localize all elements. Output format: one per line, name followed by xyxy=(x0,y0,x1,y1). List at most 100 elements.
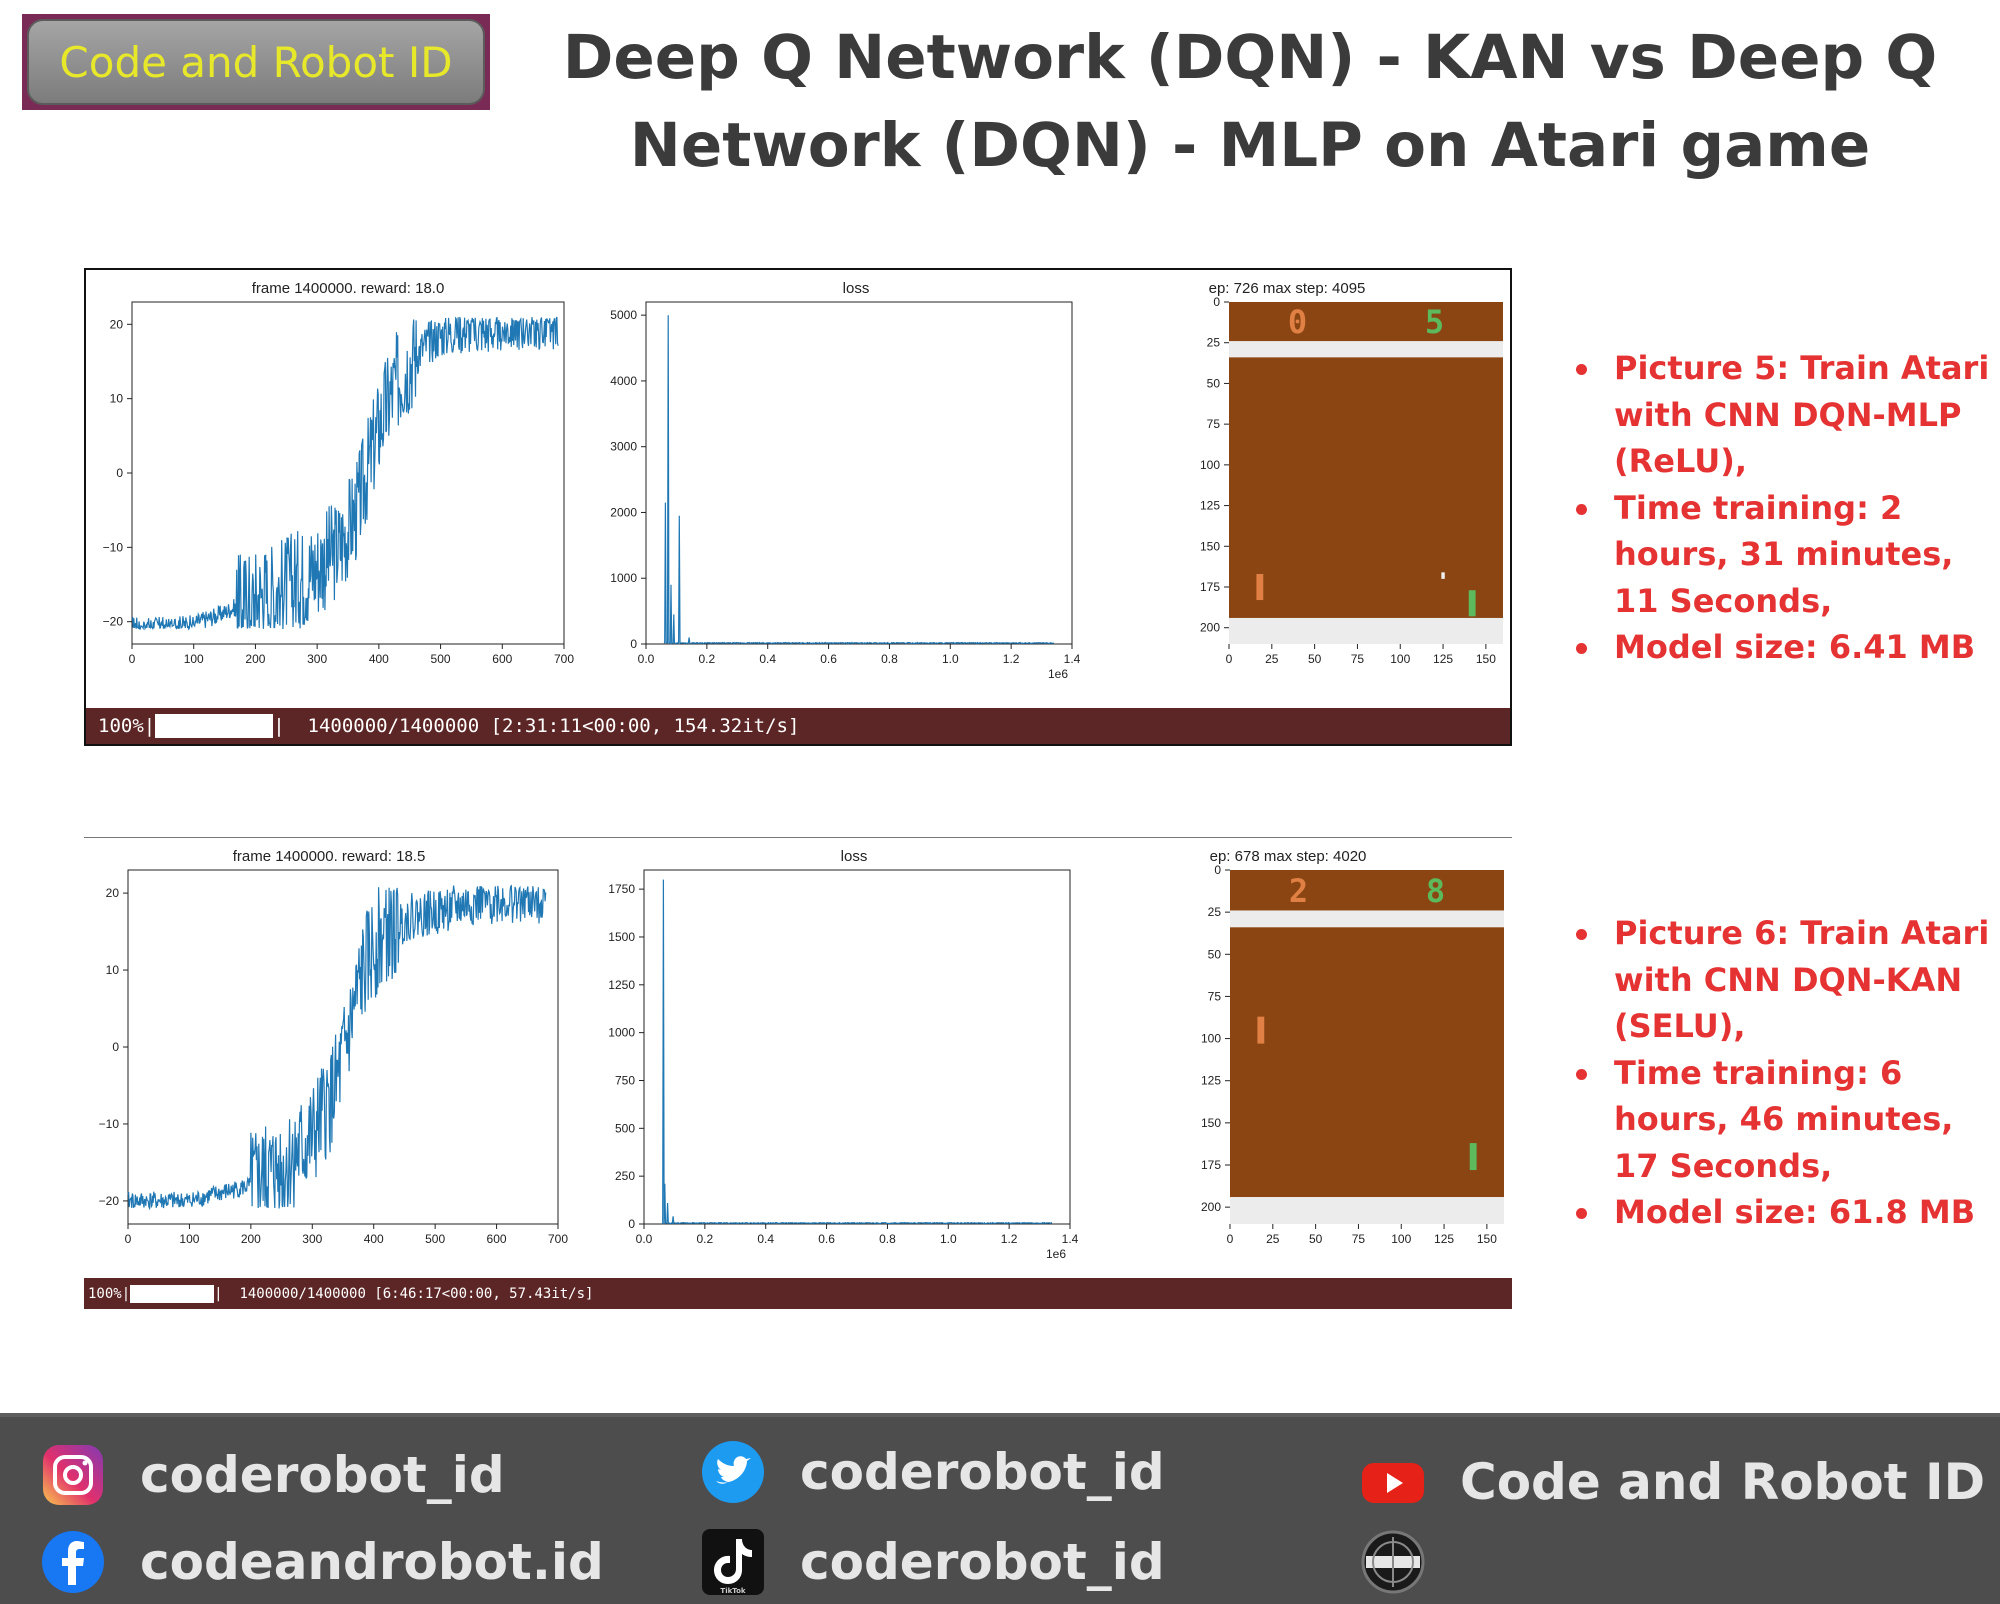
y-tick-label: 175 xyxy=(1200,580,1220,594)
x-tick-label: 400 xyxy=(369,652,389,666)
x-tick-label: 0.8 xyxy=(881,652,898,666)
x-tick-label: 1.0 xyxy=(940,1232,957,1246)
x-tick-label: 300 xyxy=(302,1232,322,1246)
note-item: Time training: 6 hours, 46 minutes, 17 S… xyxy=(1574,1050,2000,1190)
training-screenshot-kan: frame 1400000. reward: 18.5 0 100 200 300 40… xyxy=(84,837,1512,1309)
brand-logo: Code and Robot ID xyxy=(22,14,490,110)
reward-chart-title: frame 1400000. reward: 18.5 xyxy=(233,848,426,865)
x-tick-label: 75 xyxy=(1352,1232,1366,1246)
brand-logo-text: Code and Robot ID xyxy=(27,19,485,105)
y-tick-label: −20 xyxy=(103,615,124,629)
y-tick-label: 200 xyxy=(1201,1200,1221,1214)
social-facebook[interactable]: codeandrobot.id xyxy=(40,1529,604,1595)
globe-badge-icon xyxy=(1360,1529,1426,1595)
x-tick-label: 300 xyxy=(307,652,327,666)
facebook-icon xyxy=(40,1529,106,1595)
youtube-icon xyxy=(1360,1449,1426,1515)
y-tick-label: 75 xyxy=(1208,989,1222,1003)
x-tick-label: 125 xyxy=(1433,652,1453,666)
y-tick-label: 5000 xyxy=(610,308,637,322)
x-tick-label: 0.4 xyxy=(759,652,776,666)
plot-frame xyxy=(127,869,559,1225)
social-instagram[interactable]: coderobot_id xyxy=(40,1442,505,1508)
y-tick-label: 10 xyxy=(110,392,124,406)
progress-bar-edge: | xyxy=(214,1285,240,1302)
notes-list-kan: Picture 6: Train Atari with CNN DQN-KAN … xyxy=(1574,910,2000,1236)
left-score: 0 xyxy=(1288,303,1307,341)
y-tick-label: 150 xyxy=(1200,539,1220,553)
x-tick-label: 25 xyxy=(1265,652,1279,666)
facebook-handle: codeandrobot.id xyxy=(140,1533,604,1591)
y-tick-label: 1000 xyxy=(608,1026,635,1040)
x-tick-label: 150 xyxy=(1477,1232,1497,1246)
instagram-handle: coderobot_id xyxy=(140,1446,505,1504)
x-tick-label: 0 xyxy=(129,652,136,666)
y-tick-label: 50 xyxy=(1207,376,1221,390)
y-tick-label: 25 xyxy=(1208,905,1222,919)
y-tick-label: 75 xyxy=(1207,417,1221,431)
note-item: Model size: 6.41 MB xyxy=(1574,624,2000,671)
x-tick-label: 0.4 xyxy=(757,1232,774,1246)
y-tick-label: 500 xyxy=(615,1121,635,1135)
y-tick-label: 1750 xyxy=(608,882,635,896)
social-tiktok[interactable]: TikTok coderobot_id xyxy=(700,1529,1165,1595)
tiktok-icon: TikTok xyxy=(700,1529,766,1595)
y-tick-label: −10 xyxy=(99,1117,120,1131)
y-tick-label: 750 xyxy=(615,1073,635,1087)
twitter-icon xyxy=(700,1439,766,1505)
x-tick-label: 0 xyxy=(1226,652,1233,666)
x-tick-label: 200 xyxy=(241,1232,261,1246)
note-item: Model size: 61.8 MB xyxy=(1574,1189,2000,1236)
right-paddle xyxy=(1468,590,1476,617)
notes-list-mlp: Picture 5: Train Atari with CNN DQN-MLP … xyxy=(1574,345,2000,671)
x-tick-label: 0.0 xyxy=(638,652,655,666)
x-tick-label: 0.8 xyxy=(879,1232,896,1246)
progress-percent: 100% xyxy=(98,715,144,737)
ball xyxy=(1441,572,1445,579)
y-tick-label: 125 xyxy=(1201,1074,1221,1088)
youtube-channel: Code and Robot ID xyxy=(1460,1453,1986,1511)
progress-bar-fill xyxy=(130,1284,215,1303)
bottom-wall xyxy=(1230,1197,1504,1224)
game-frame-mlp: ep: 726 max step: 4095 0 50 25 50 75 100 125 15… xyxy=(1200,280,1503,666)
x-tick-label: 700 xyxy=(554,652,574,666)
x-tick-label: 50 xyxy=(1308,652,1322,666)
y-tick-label: 150 xyxy=(1201,1116,1221,1130)
x-tick-label: 150 xyxy=(1476,652,1496,666)
y-tick-label: 100 xyxy=(1200,458,1220,472)
right-paddle xyxy=(1469,1143,1477,1171)
y-tick-label: 1500 xyxy=(608,930,635,944)
note-item: Time training: 2 hours, 31 minutes, 11 S… xyxy=(1574,485,2000,625)
page-title: Deep Q Network (DQN) - KAN vs Deep Q Net… xyxy=(562,22,1938,181)
x-tick-label: 75 xyxy=(1351,652,1365,666)
court-background xyxy=(1229,302,1503,644)
y-tick-label: 100 xyxy=(1201,1032,1221,1046)
social-youtube[interactable]: Code and Robot ID xyxy=(1360,1449,1985,1515)
y-tick-label: 50 xyxy=(1208,947,1222,961)
x-tick-label: 1.2 xyxy=(1001,1232,1018,1246)
reward-series-line xyxy=(127,884,547,1211)
tiktok-handle: coderobot_id xyxy=(800,1533,1165,1591)
right-score: 8 xyxy=(1426,872,1445,910)
progress-bar: 100% | | 1400000/1400000 [6:46:17<00:00,… xyxy=(84,1278,1512,1309)
top-wall xyxy=(1230,910,1504,928)
progress-bar: 100% | | 1400000/1400000 [2:31:11<00:00,… xyxy=(86,708,1510,744)
x-tick-label: 0.6 xyxy=(820,652,837,666)
plot-frame xyxy=(131,301,565,645)
x-axis-exponent: 1e6 xyxy=(1046,1247,1066,1261)
social-website[interactable] xyxy=(1360,1529,1460,1595)
y-tick-label: 20 xyxy=(110,317,124,331)
game-frame-kan: ep: 678 max step: 4020 2 8 0 25 50 75 100 125 15… xyxy=(1201,848,1504,1246)
reward-chart-kan: frame 1400000. reward: 18.5 0 100 200 300 40… xyxy=(99,848,569,1246)
reward-chart-mlp: frame 1400000. reward: 18.0 0 100 200 300 40… xyxy=(103,280,575,666)
x-tick-label: 1.2 xyxy=(1003,652,1020,666)
x-tick-label: 0.2 xyxy=(697,1232,714,1246)
x-tick-label: 100 xyxy=(1390,652,1410,666)
x-tick-label: 100 xyxy=(1391,1232,1411,1246)
social-twitter[interactable]: coderobot_id xyxy=(700,1439,1165,1505)
progress-bar-edge: | xyxy=(143,715,156,737)
reward-chart-title: frame 1400000. reward: 18.0 xyxy=(252,280,445,297)
y-tick-label: 125 xyxy=(1200,499,1220,513)
progress-status: 1400000/1400000 [6:46:17<00:00, 57.43it/… xyxy=(239,1285,594,1302)
y-tick-label: 0 xyxy=(1214,863,1221,877)
